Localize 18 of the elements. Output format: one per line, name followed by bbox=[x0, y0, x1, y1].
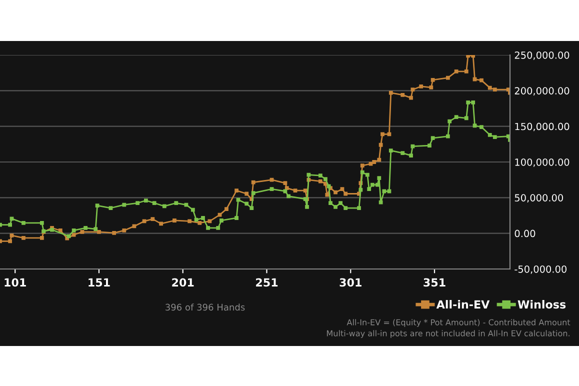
y-tick-label: 250,000.00 bbox=[514, 51, 570, 60]
x-tick-label: 301 bbox=[340, 278, 362, 287]
x-tick-label: 101 bbox=[4, 278, 26, 287]
x-tick-label: 251 bbox=[256, 278, 278, 287]
y-tick-label: 150,000.00 bbox=[515, 122, 570, 132]
legend-label: Winloss bbox=[518, 300, 566, 309]
y-tick-label: -50,000.00 bbox=[514, 265, 567, 274]
y-tick-label: 0.00 bbox=[514, 230, 536, 238]
x-tick-label: 201 bbox=[172, 278, 194, 287]
y-tick-label: 50,000.00 bbox=[514, 194, 563, 202]
text: 396 of 396 Hands bbox=[166, 304, 245, 311]
y-tick-label: 100,000.00 bbox=[515, 158, 570, 167]
text: All-In-EV = (Equity * Pot Amount) - Contributed Amount bbox=[346, 319, 570, 327]
x-tick-label: 151 bbox=[88, 278, 110, 287]
x-tick-label: 351 bbox=[424, 278, 446, 287]
text: Multi-way all-in pots are not included in All-In EV calculation. bbox=[326, 330, 570, 338]
y-tick-label: 200,000.00 bbox=[514, 87, 570, 96]
legend-label: All-in-EV bbox=[436, 300, 490, 308]
